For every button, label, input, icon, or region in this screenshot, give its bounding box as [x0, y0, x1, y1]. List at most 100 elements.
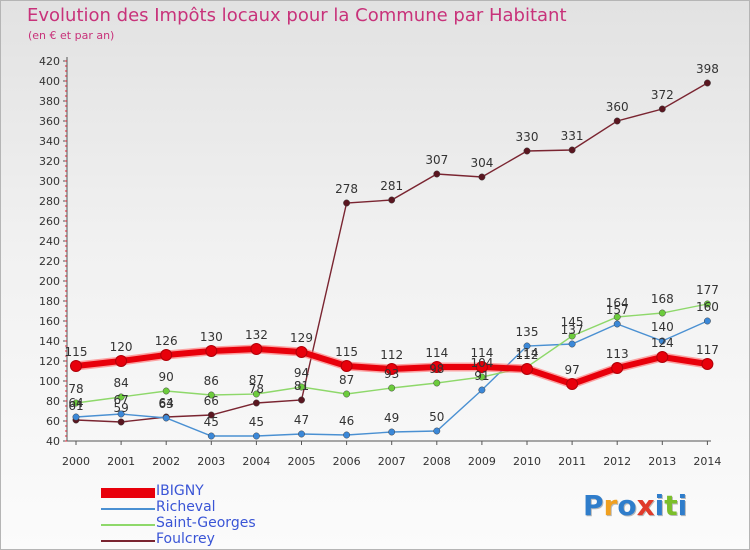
data-label: 63 — [159, 397, 174, 411]
data-label: 124 — [651, 336, 674, 350]
data-point — [701, 358, 714, 370]
y-tick-label: 240 — [39, 235, 60, 248]
data-point — [162, 387, 170, 395]
data-label: 140 — [651, 320, 674, 334]
x-tick-label: 2011 — [558, 455, 586, 468]
data-point — [388, 384, 396, 392]
x-tick-label: 2007 — [378, 455, 406, 468]
data-label: 164 — [606, 296, 629, 310]
data-point — [478, 373, 486, 381]
y-tick-label: 400 — [39, 75, 60, 88]
data-label: 93 — [384, 367, 399, 381]
data-label: 50 — [429, 410, 444, 424]
data-label: 372 — [651, 88, 674, 102]
x-tick-label: 2000 — [62, 455, 90, 468]
logo-letter: i — [677, 489, 688, 522]
y-tick-label: 420 — [39, 55, 60, 68]
data-point — [298, 430, 305, 438]
legend-label: Saint-Georges — [156, 515, 256, 531]
x-tick-label: 2001 — [107, 455, 135, 468]
x-tick-label: 2012 — [603, 455, 631, 468]
data-label: 398 — [696, 62, 719, 76]
data-label: 360 — [606, 100, 629, 114]
data-point — [160, 349, 173, 361]
data-label: 114 — [470, 346, 493, 360]
data-point — [385, 363, 398, 375]
data-point — [658, 337, 666, 345]
data-label: 78 — [68, 382, 83, 396]
data-point — [252, 390, 260, 398]
y-tick-label: 40 — [46, 435, 60, 448]
data-label: 135 — [516, 325, 539, 339]
y-tick-label: 100 — [39, 375, 60, 388]
data-label: 94 — [294, 366, 309, 380]
data-point — [117, 418, 125, 426]
data-label: 304 — [470, 156, 493, 170]
data-label: 59 — [113, 401, 128, 415]
data-label: 64 — [159, 396, 174, 410]
data-point — [478, 173, 486, 181]
data-label: 132 — [245, 328, 268, 342]
data-point — [205, 345, 218, 357]
y-tick-label: 260 — [39, 215, 60, 228]
x-tick-label: 2006 — [333, 455, 361, 468]
data-point — [478, 386, 486, 394]
data-label: 330 — [516, 130, 539, 144]
data-point — [568, 146, 576, 154]
data-label: 46 — [339, 414, 354, 428]
data-point — [433, 427, 441, 435]
data-point — [703, 317, 711, 325]
data-label: 45 — [249, 415, 264, 429]
data-point — [430, 361, 443, 373]
data-point — [340, 360, 353, 372]
data-point — [475, 361, 488, 373]
data-point — [388, 196, 396, 204]
legend-swatch-saint-georges — [101, 524, 155, 526]
logo-letter: t — [664, 489, 678, 522]
data-label: 160 — [696, 300, 719, 314]
legend-label: IBIGNY — [156, 483, 204, 499]
data-label: 104 — [470, 356, 493, 370]
y-tick-label: 80 — [46, 395, 60, 408]
data-point — [613, 313, 621, 321]
data-point — [207, 411, 215, 419]
y-tick-label: 200 — [39, 275, 60, 288]
data-label: 61 — [68, 399, 83, 413]
data-label: 49 — [384, 411, 399, 425]
logo-letter: r — [603, 489, 618, 522]
data-label: 87 — [339, 373, 354, 387]
data-point — [298, 396, 305, 404]
y-tick-label: 340 — [39, 135, 60, 148]
data-label: 126 — [155, 334, 178, 348]
data-label: 278 — [335, 182, 358, 196]
data-label: 86 — [204, 374, 219, 388]
data-label: 91 — [474, 369, 489, 383]
y-tick-label: 60 — [46, 415, 60, 428]
data-label: 129 — [290, 331, 313, 345]
data-point — [388, 428, 396, 436]
data-point — [523, 342, 531, 350]
data-label: 177 — [696, 283, 719, 297]
data-label: 114 — [516, 346, 539, 360]
y-tick-label: 280 — [39, 195, 60, 208]
data-label: 112 — [516, 348, 539, 362]
data-point — [70, 360, 82, 372]
data-label: 45 — [204, 415, 219, 429]
data-point — [72, 413, 80, 421]
data-label: 98 — [429, 362, 444, 376]
data-point — [656, 351, 669, 363]
data-label: 81 — [294, 379, 309, 393]
x-tick-label: 2013 — [648, 455, 676, 468]
data-label: 78 — [249, 382, 264, 396]
data-point — [521, 363, 533, 375]
data-point — [250, 343, 263, 355]
y-tick-label: 180 — [39, 295, 60, 308]
y-tick-label: 160 — [39, 315, 60, 328]
data-label: 87 — [249, 373, 264, 387]
x-tick-label: 2004 — [242, 455, 270, 468]
data-point — [433, 170, 441, 178]
x-tick-label: 2009 — [468, 455, 496, 468]
x-tick-label: 2010 — [513, 455, 541, 468]
